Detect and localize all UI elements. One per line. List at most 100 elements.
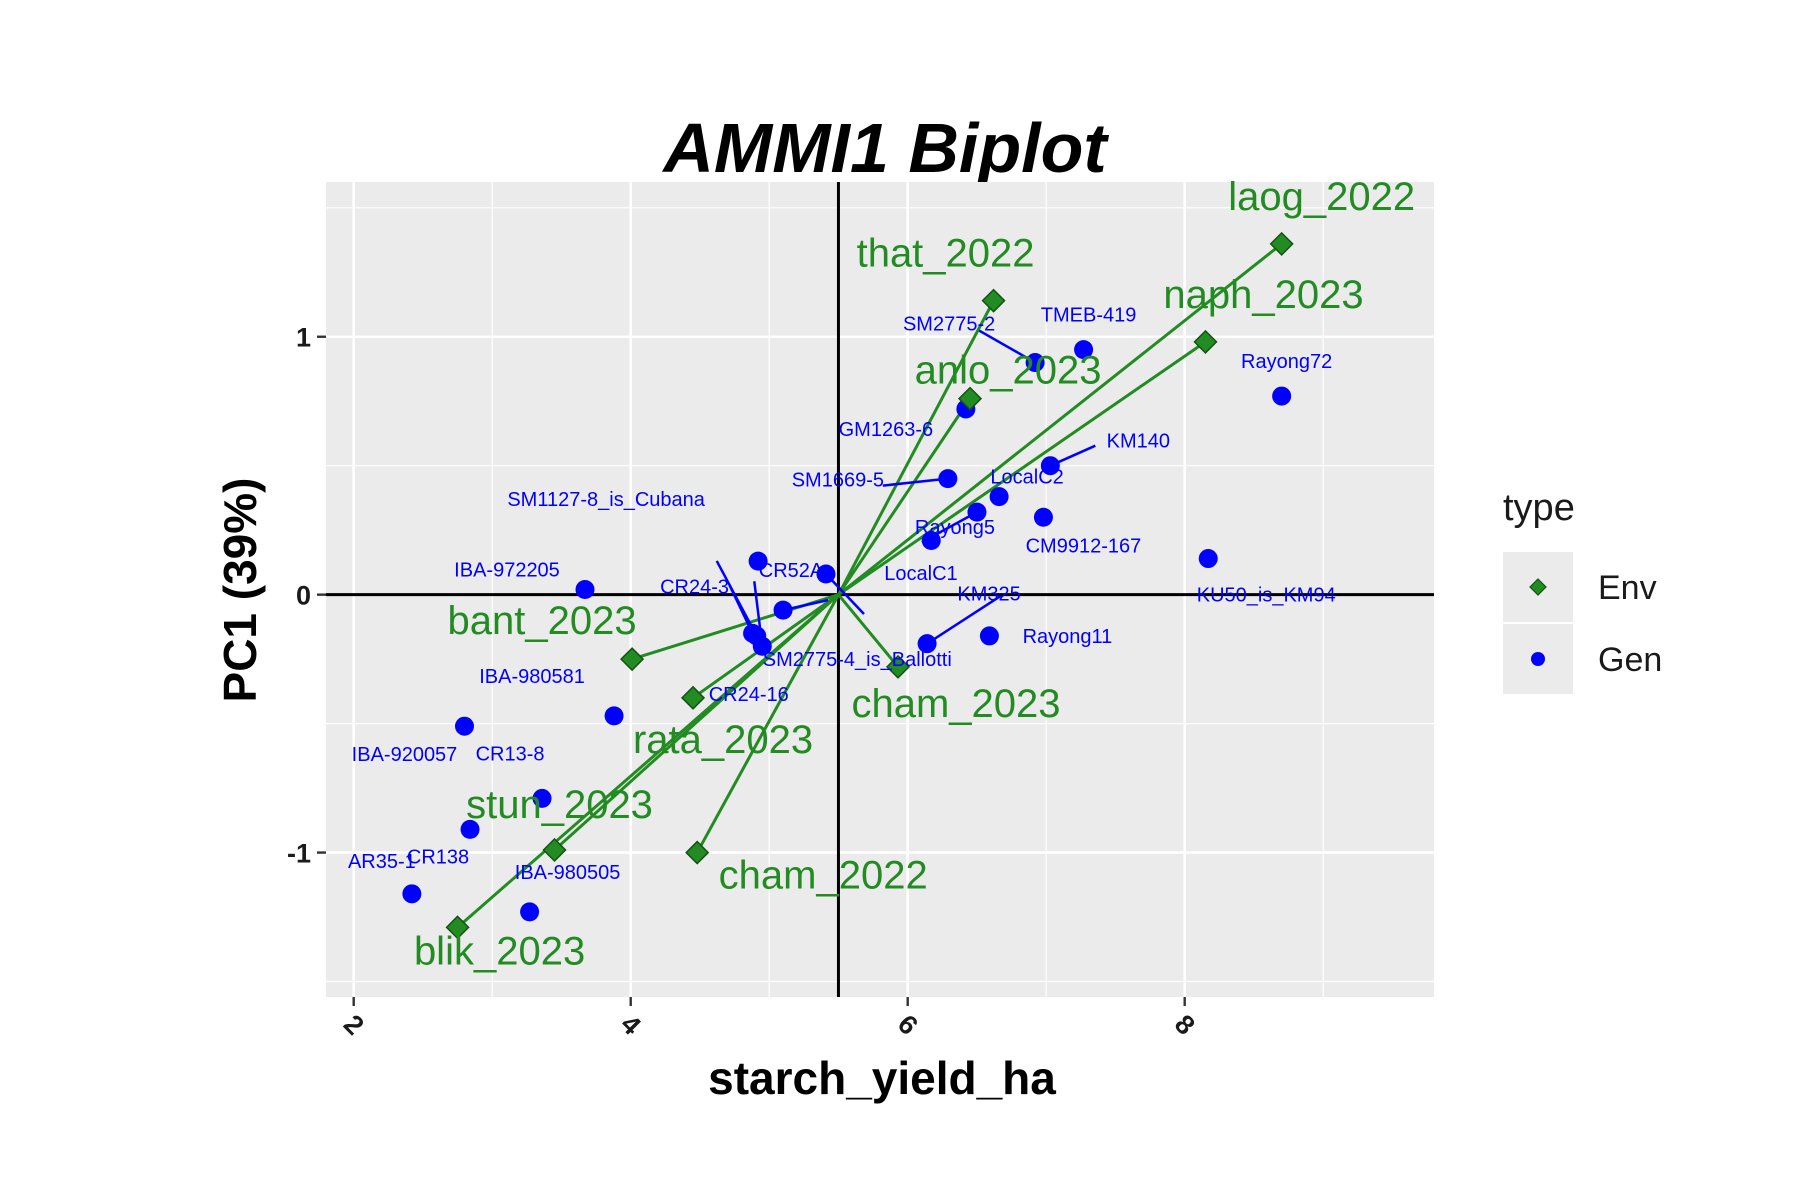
env-vector: [837, 593, 900, 668]
gen-point: [748, 551, 768, 571]
gen-label: CR24-16: [709, 684, 789, 706]
gen-point: [1074, 340, 1094, 360]
gen-point: [747, 626, 767, 646]
gen-label: SM1669-5: [792, 470, 884, 492]
legend-label: Gen: [1598, 641, 1662, 679]
gen-point: [402, 884, 422, 904]
env-point: [620, 647, 645, 672]
x-tick-label: 8: [1169, 1009, 1201, 1041]
gen-label: GM1263-6: [839, 419, 934, 441]
leader-line: [978, 329, 1036, 364]
gen-point: [1198, 549, 1218, 569]
env-label: laog_2022: [1228, 175, 1415, 219]
gen-label: TMEB-419: [1041, 305, 1137, 327]
env-label: blik_2023: [414, 929, 585, 973]
env-point: [685, 840, 710, 865]
env-point: [542, 837, 567, 863]
x-tick-label: 4: [615, 1009, 647, 1041]
gen-point: [575, 580, 595, 599]
env-vector: [456, 593, 840, 929]
gen-point: [773, 600, 793, 620]
plot-panel: [326, 182, 1434, 997]
env-label: anlo_2023: [915, 349, 1102, 393]
env-vector: [837, 340, 1207, 596]
gen-point: [917, 634, 937, 654]
env-label: naph_2023: [1163, 273, 1363, 317]
gen-label: LocalC1: [884, 563, 957, 585]
env-vector: [837, 397, 972, 596]
gen-point: [979, 626, 999, 646]
y-tick-label: 1: [296, 323, 311, 353]
reference-axes: [326, 182, 1434, 997]
gen-point: [1272, 386, 1292, 406]
env-point: [680, 685, 706, 710]
leader-line: [882, 477, 948, 487]
legend: type Env Gen: [1503, 487, 1662, 694]
gen-point: [1025, 353, 1045, 373]
legend-keys: Env Gen: [1503, 552, 1662, 694]
gen-leader-lines: [715, 329, 1096, 647]
gen-point: [520, 902, 540, 922]
gen-label: SM2775-2: [903, 314, 995, 336]
legend-env-key: [1529, 578, 1547, 596]
gen-label: Rayong5: [915, 517, 995, 539]
gen-label: CR138: [407, 846, 469, 868]
env-point: [885, 654, 911, 679]
gen-label: IBA-980505: [515, 862, 621, 884]
env-points: [445, 231, 1294, 940]
y-tick-label: 0: [296, 581, 311, 611]
y-axis-title: PC1 (39%): [214, 478, 266, 703]
gen-label: AR35-1: [348, 851, 416, 873]
env-vector: [837, 299, 995, 596]
gen-label: IBA-980581: [479, 666, 585, 688]
env-point: [1269, 231, 1294, 256]
legend-title: type: [1503, 487, 1575, 529]
leader-line: [926, 594, 1002, 645]
env-vector: [695, 593, 840, 854]
gen-point: [921, 530, 941, 550]
gen-label: SM1127-8_is_Cubana: [507, 489, 705, 511]
gen-label: IBA-920057: [352, 744, 458, 766]
legend-gen-key: [1531, 652, 1545, 666]
gen-label: KM140: [1107, 431, 1170, 453]
env-point: [957, 386, 983, 411]
x-tick-label: 2: [338, 1009, 370, 1041]
gen-label: CR24-3: [660, 576, 729, 598]
env-point: [445, 915, 470, 940]
gen-label: IBA-972205: [454, 560, 560, 582]
chart-title: AMMI1 Biplot: [661, 109, 1109, 187]
env-labels: laog_2022 naph_2023 that_2022 anlo_2023cham…: [414, 175, 1415, 973]
gen-point: [460, 819, 480, 839]
gen-label: CR13-8: [476, 743, 545, 765]
env-point: [1193, 329, 1218, 354]
gen-label: KM325: [957, 584, 1020, 606]
x-tick-label: 6: [892, 1009, 924, 1041]
env-label: cham_2022: [719, 854, 928, 898]
env-label: stun_2023: [466, 783, 653, 827]
gen-label: CM9912-167: [1026, 535, 1142, 557]
env-label: cham_2023: [851, 682, 1060, 726]
gen-point: [532, 788, 552, 808]
gen-labels: TMEB-419 SM2775-2 Rayong72 GM1263-6 KM140 SM1…: [348, 305, 1336, 884]
gen-label: SM2775-4_is_Ballotti: [763, 649, 952, 671]
gen-label: KU50_is_KM94: [1197, 585, 1336, 607]
gen-point: [967, 502, 987, 522]
gen-label: LocalC2: [990, 467, 1063, 489]
gen-points: [402, 340, 1292, 922]
env-point: [981, 288, 1006, 313]
env-vectors: [456, 242, 1283, 929]
gen-label: Rayong11: [1023, 626, 1113, 648]
gen-point: [816, 564, 836, 584]
gen-label: Rayong72: [1241, 351, 1332, 373]
panel-background: [326, 182, 1434, 997]
env-vector: [837, 242, 1283, 596]
gen-point: [1033, 507, 1053, 527]
gen-point: [989, 487, 1009, 507]
env-label: rata_2023: [633, 718, 813, 762]
env-label: that_2022: [857, 232, 1035, 276]
gen-point: [604, 706, 624, 726]
gen-point: [455, 716, 474, 736]
gen-point: [938, 469, 958, 489]
